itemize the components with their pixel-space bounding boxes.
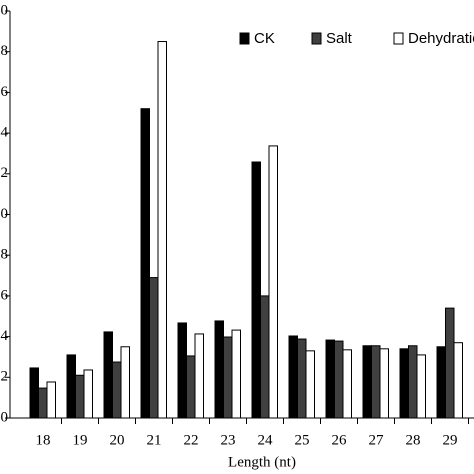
bar [157,41,167,419]
bar [297,338,307,419]
bar [379,348,389,419]
y-tick-label: 10 [0,206,8,222]
x-axis-label: Length (nt) [228,454,296,470]
bar [268,145,278,419]
bar [436,346,446,419]
bar [342,349,352,419]
bar [46,381,56,419]
legend-swatch [393,32,404,45]
bar [29,367,39,419]
legend-swatch [311,32,322,45]
bar [223,336,233,419]
bar [214,320,224,419]
bar [120,346,130,419]
bar [362,345,372,419]
bar [408,345,418,419]
y-tick-label: 4 [1,328,9,344]
bar [75,374,85,419]
legend-label: Salt [326,30,353,47]
y-tick-label: 6 [1,287,9,303]
bar [371,345,381,419]
bar [194,333,204,419]
x-tick-label: 24 [258,432,274,448]
bar [334,340,344,419]
x-tick-label: 27 [369,432,385,448]
bar [38,387,48,419]
legend-label: Dehydration [408,30,474,47]
y-tick-label: 14 [0,125,9,141]
x-tick-label: 22 [184,432,199,448]
legend-swatch [239,32,250,45]
bar [103,331,113,419]
y-tick-label: 2 [1,369,9,385]
bar [453,342,463,419]
bar [399,348,409,419]
bar [231,329,241,419]
bar [140,108,150,419]
x-tick-label: 18 [36,432,51,448]
x-tick-label: 26 [332,432,348,448]
bar [445,307,455,419]
x-tick-label: 25 [295,432,310,448]
x-tick-label: 29 [443,432,458,448]
bar [112,361,122,419]
bar [416,354,426,419]
y-tick-label: 12 [0,165,8,181]
y-tick-label: 18 [0,43,8,59]
bar [186,355,196,419]
x-tick-label: 23 [221,432,236,448]
x-tick-label: 19 [73,432,88,448]
x-tick-label: 21 [147,432,162,448]
x-tick-label: 20 [110,432,125,448]
bar [305,350,315,419]
y-tick-label: 8 [1,247,9,263]
bar [251,161,261,419]
bar [149,277,159,419]
y-tick-label: 0 [1,409,9,425]
y-tick-label: 16 [0,84,9,100]
x-tick-label: 28 [406,432,421,448]
bar [66,354,76,419]
bar [83,369,93,419]
legend-label: CK [254,30,275,47]
bar [325,339,335,419]
y-tick-label: 20 [0,2,8,18]
bar [260,295,270,419]
bar [288,335,298,419]
bar [177,322,187,419]
